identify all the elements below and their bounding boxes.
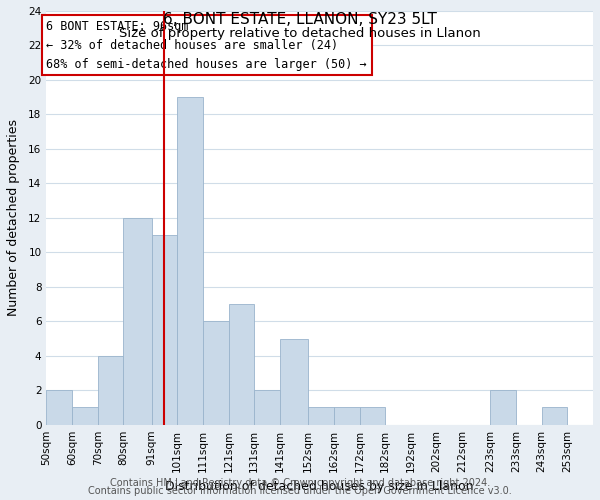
- Bar: [490, 390, 516, 424]
- Bar: [334, 408, 359, 424]
- Text: 6 BONT ESTATE: 96sqm
← 32% of detached houses are smaller (24)
68% of semi-detac: 6 BONT ESTATE: 96sqm ← 32% of detached h…: [46, 20, 367, 70]
- Bar: [308, 408, 334, 424]
- Text: 6, BONT ESTATE, LLANON, SY23 5LT: 6, BONT ESTATE, LLANON, SY23 5LT: [163, 12, 437, 28]
- Bar: [152, 235, 177, 424]
- Bar: [177, 97, 203, 424]
- Text: Size of property relative to detached houses in Llanon: Size of property relative to detached ho…: [119, 28, 481, 40]
- X-axis label: Distribution of detached houses by size in Llanon: Distribution of detached houses by size …: [166, 480, 474, 493]
- Bar: [359, 408, 385, 424]
- Bar: [72, 408, 98, 424]
- Text: Contains HM Land Registry data © Crown copyright and database right 2024.: Contains HM Land Registry data © Crown c…: [110, 478, 490, 488]
- Bar: [124, 218, 152, 424]
- Bar: [542, 408, 568, 424]
- Bar: [203, 322, 229, 424]
- Text: Contains public sector information licensed under the Open Government Licence v3: Contains public sector information licen…: [88, 486, 512, 496]
- Bar: [98, 356, 124, 424]
- Bar: [46, 390, 72, 424]
- Bar: [280, 338, 308, 424]
- Y-axis label: Number of detached properties: Number of detached properties: [7, 120, 20, 316]
- Bar: [254, 390, 280, 424]
- Bar: [229, 304, 254, 424]
